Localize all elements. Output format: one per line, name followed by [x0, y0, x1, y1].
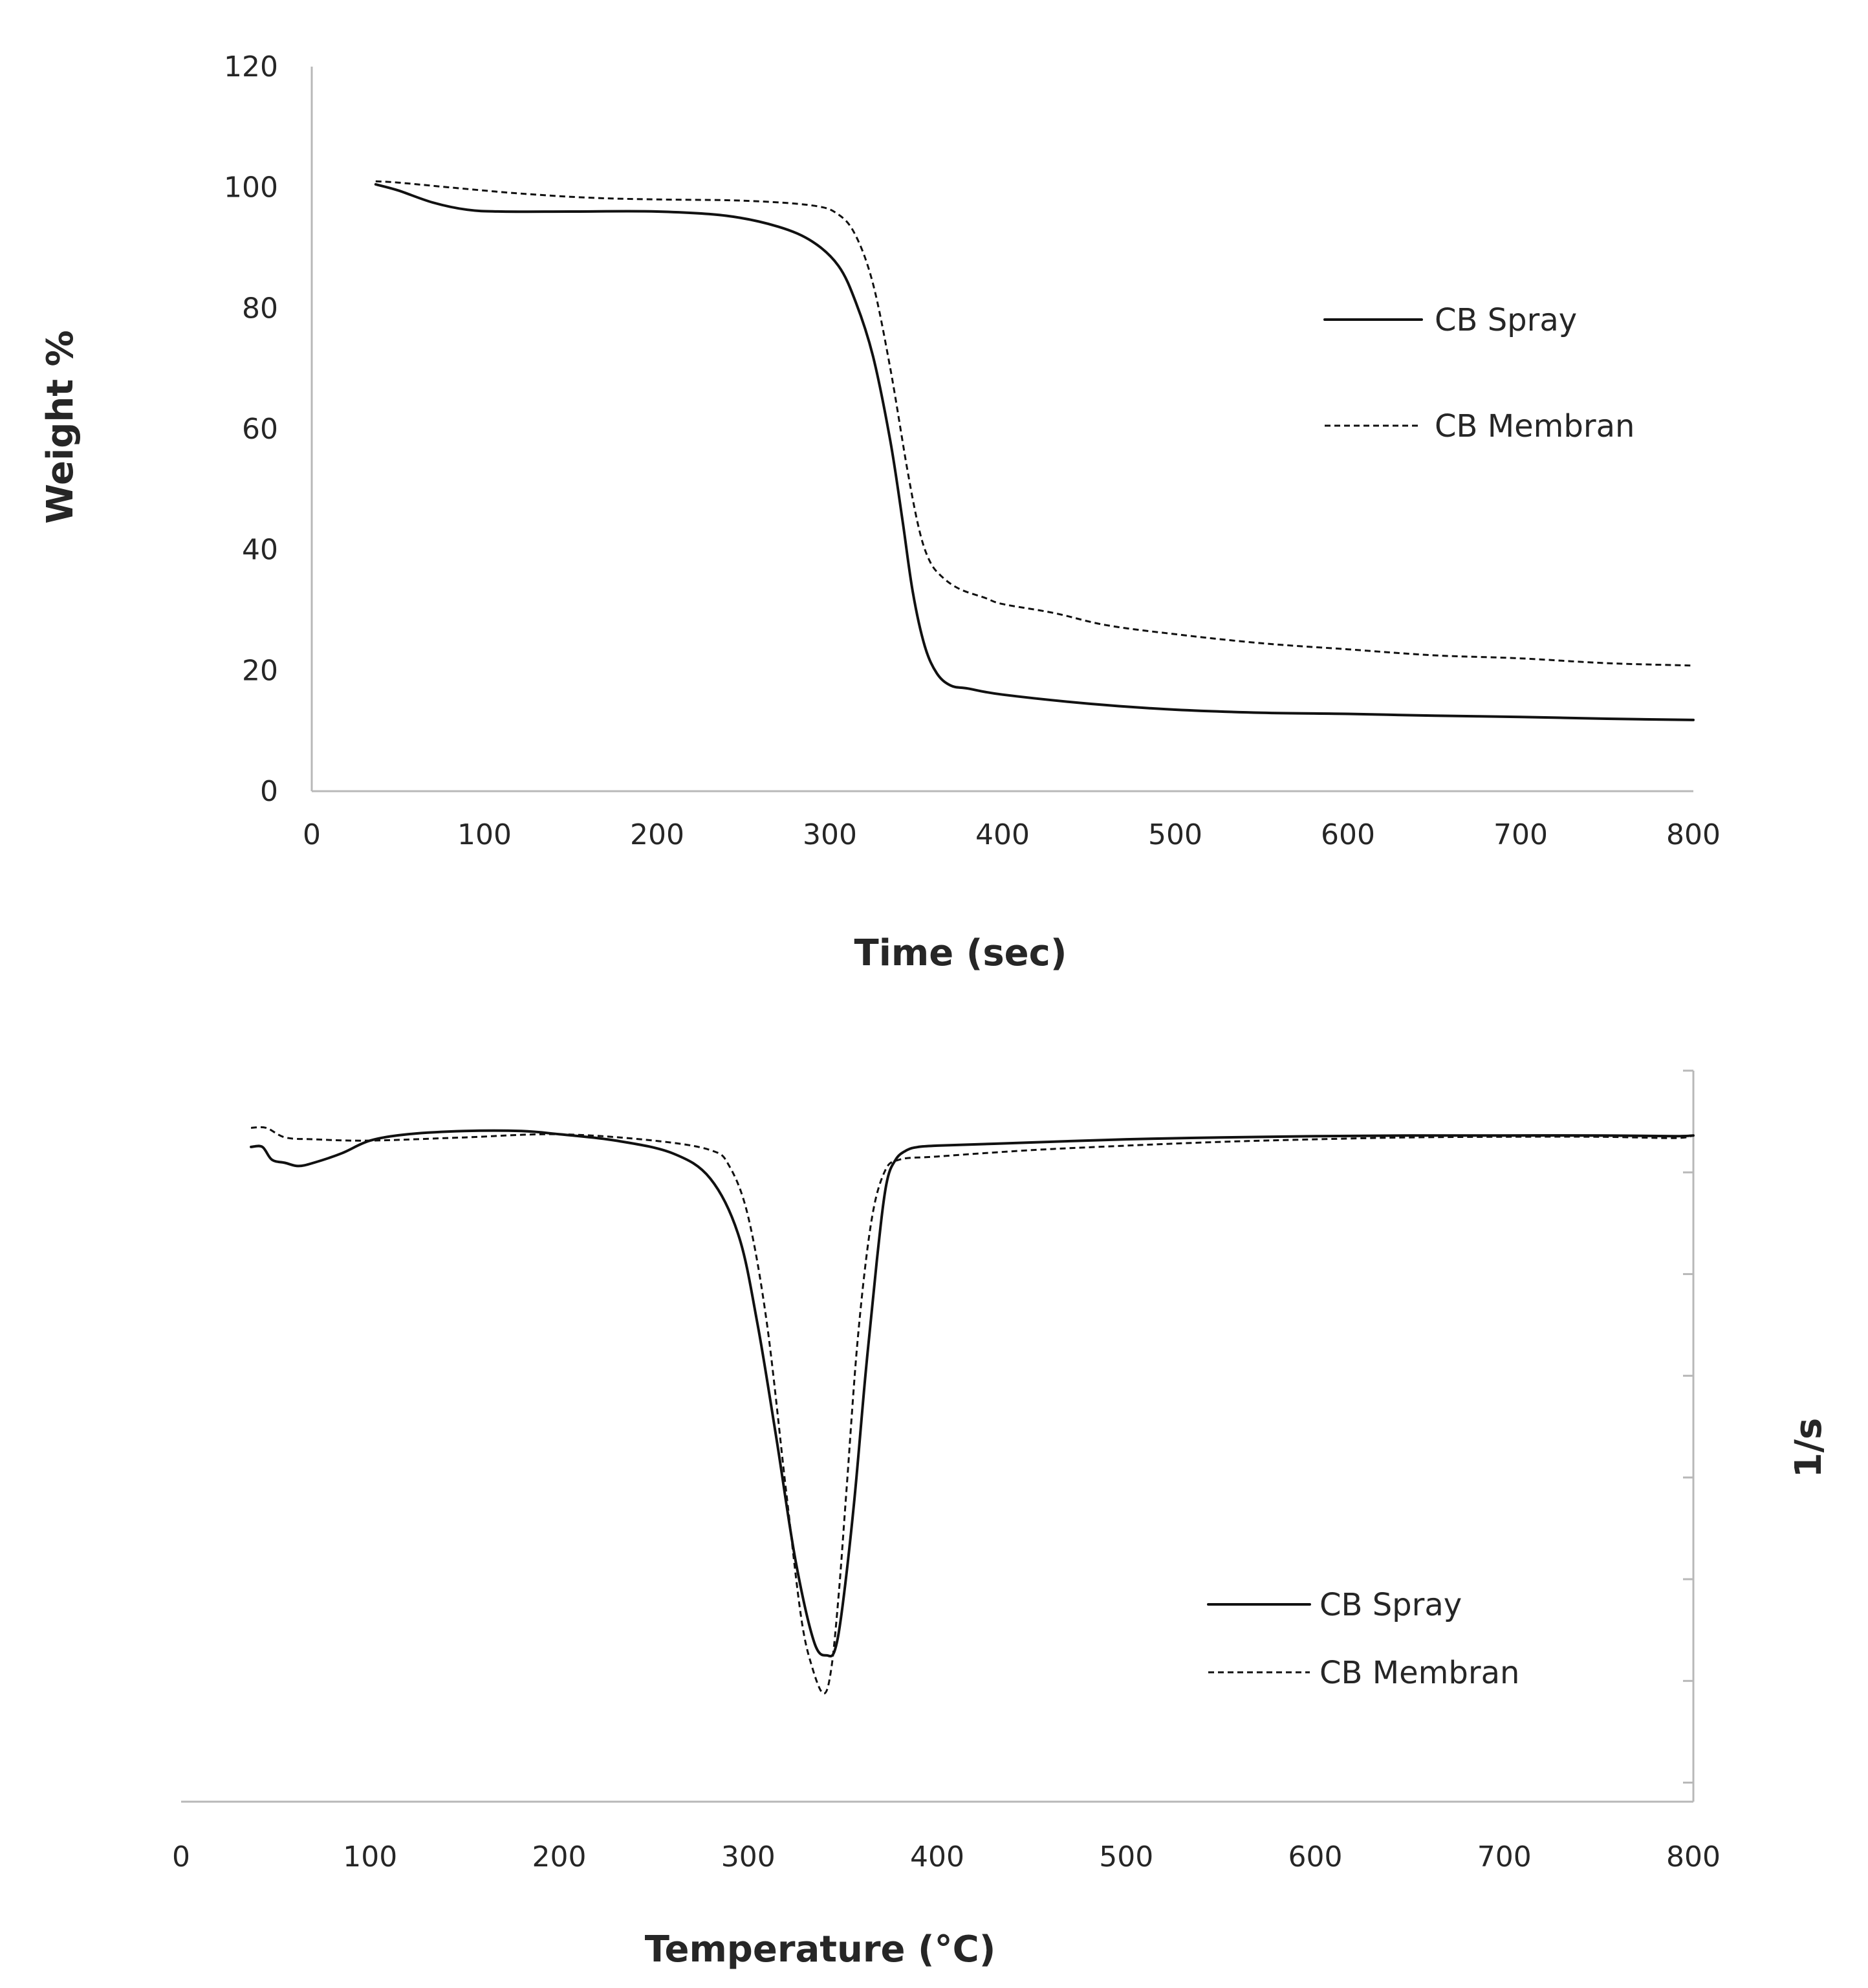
chart1-y-tick-label: 120 [224, 50, 278, 83]
chart2-x-tick-label: 500 [1099, 1841, 1153, 1873]
derivative-rate-chart: 0 100 200 300 400 500 600 700 800 1/s Temperatur… [172, 1069, 1830, 1971]
chart2-x-tick-label: 400 [910, 1841, 964, 1873]
chart2-x-tick-label: 700 [1477, 1841, 1532, 1873]
chart1-x-tick-label: 0 [303, 818, 321, 851]
chart1-y-tick-label: 20 [242, 654, 278, 687]
chart1-x-tick-label: 500 [1148, 818, 1202, 851]
chart1-y-axis-title: Weight % [39, 330, 81, 523]
chart2-x-tick-label: 100 [343, 1841, 397, 1873]
chart2-x-tick-label: 0 [172, 1841, 190, 1873]
chart2-x-axis-title: Temperature (°C) [645, 1928, 996, 1971]
chart1-legend-label-cb-membran: CB Membran [1435, 408, 1634, 444]
chart2-y-axis-title: 1/s [1788, 1418, 1830, 1478]
chart1-y-tick-label: 100 [224, 171, 278, 204]
chart1-x-axis-title: Time (sec) [854, 932, 1067, 974]
chart2-series-line-cb-membran [251, 1126, 1694, 1695]
chart1-x-tick-label: 700 [1493, 818, 1548, 851]
chart1-y-tick-label: 60 [242, 413, 278, 446]
chart1-x-tick-label: 800 [1666, 818, 1721, 851]
chart1-y-tick-label: 80 [242, 292, 278, 325]
chart2-x-tick-label: 200 [532, 1841, 587, 1873]
chart1-legend-label-cb-spray: CB Spray [1435, 302, 1577, 338]
chart1-y-tick-label: 0 [260, 775, 278, 808]
chart1-legend: CB Spray CB Membran [1323, 302, 1634, 444]
weight-percent-chart: 0 20 40 60 80 100 120 0 100 200 300 400 500 600 700 80… [39, 50, 1721, 974]
chart2-series-line-cb-spray [250, 1129, 1695, 1658]
chart1-x-tick-label: 600 [1321, 818, 1375, 851]
chart1-series-line-cb-membran [375, 180, 1694, 667]
chart2-legend-label-cb-spray: CB Spray [1320, 1587, 1462, 1623]
chart2-legend: CB Spray CB Membran [1207, 1587, 1519, 1691]
chart2-x-tick-label: 300 [721, 1841, 776, 1873]
chart2-x-tick-label: 600 [1288, 1841, 1343, 1873]
chart2-legend-label-cb-membran: CB Membran [1320, 1655, 1519, 1691]
chart1-y-tick-label: 40 [242, 534, 278, 567]
chart1-x-tick-label: 200 [630, 818, 684, 851]
chart1-series-line-cb-spray [374, 183, 1695, 721]
chart1-x-tick-label: 300 [803, 818, 857, 851]
chart1-x-tick-label: 100 [457, 818, 512, 851]
chart2-x-tick-label: 800 [1666, 1841, 1721, 1873]
chart1-x-tick-label: 400 [975, 818, 1030, 851]
